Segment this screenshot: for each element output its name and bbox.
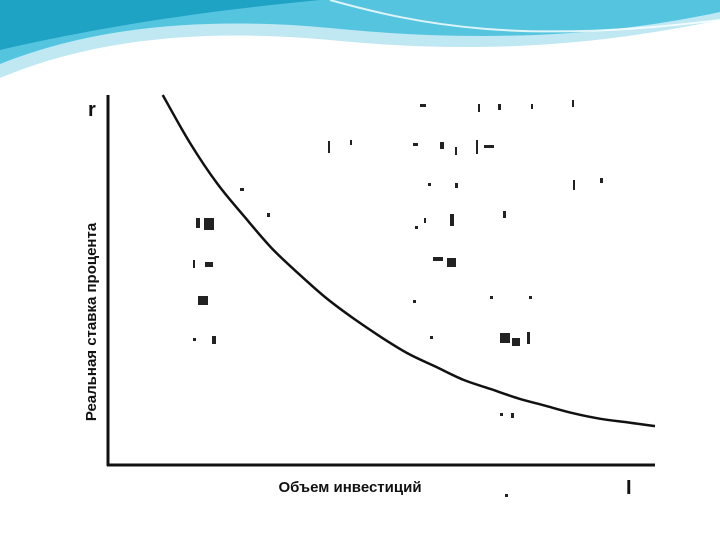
y-axis-title: Реальная ставка процента: [83, 222, 100, 421]
x-axis-title: Объем инвестиций: [278, 479, 421, 496]
scan-noise: [193, 100, 603, 497]
x-axis-symbol: I: [626, 477, 632, 499]
header-wave-dark: [0, 0, 320, 50]
header-wave-highlight: [329, 0, 720, 33]
investment-demand-curve: [161, 94, 656, 428]
y-axis-symbol: r: [88, 99, 96, 121]
header-wave-decoration: [0, 0, 720, 78]
